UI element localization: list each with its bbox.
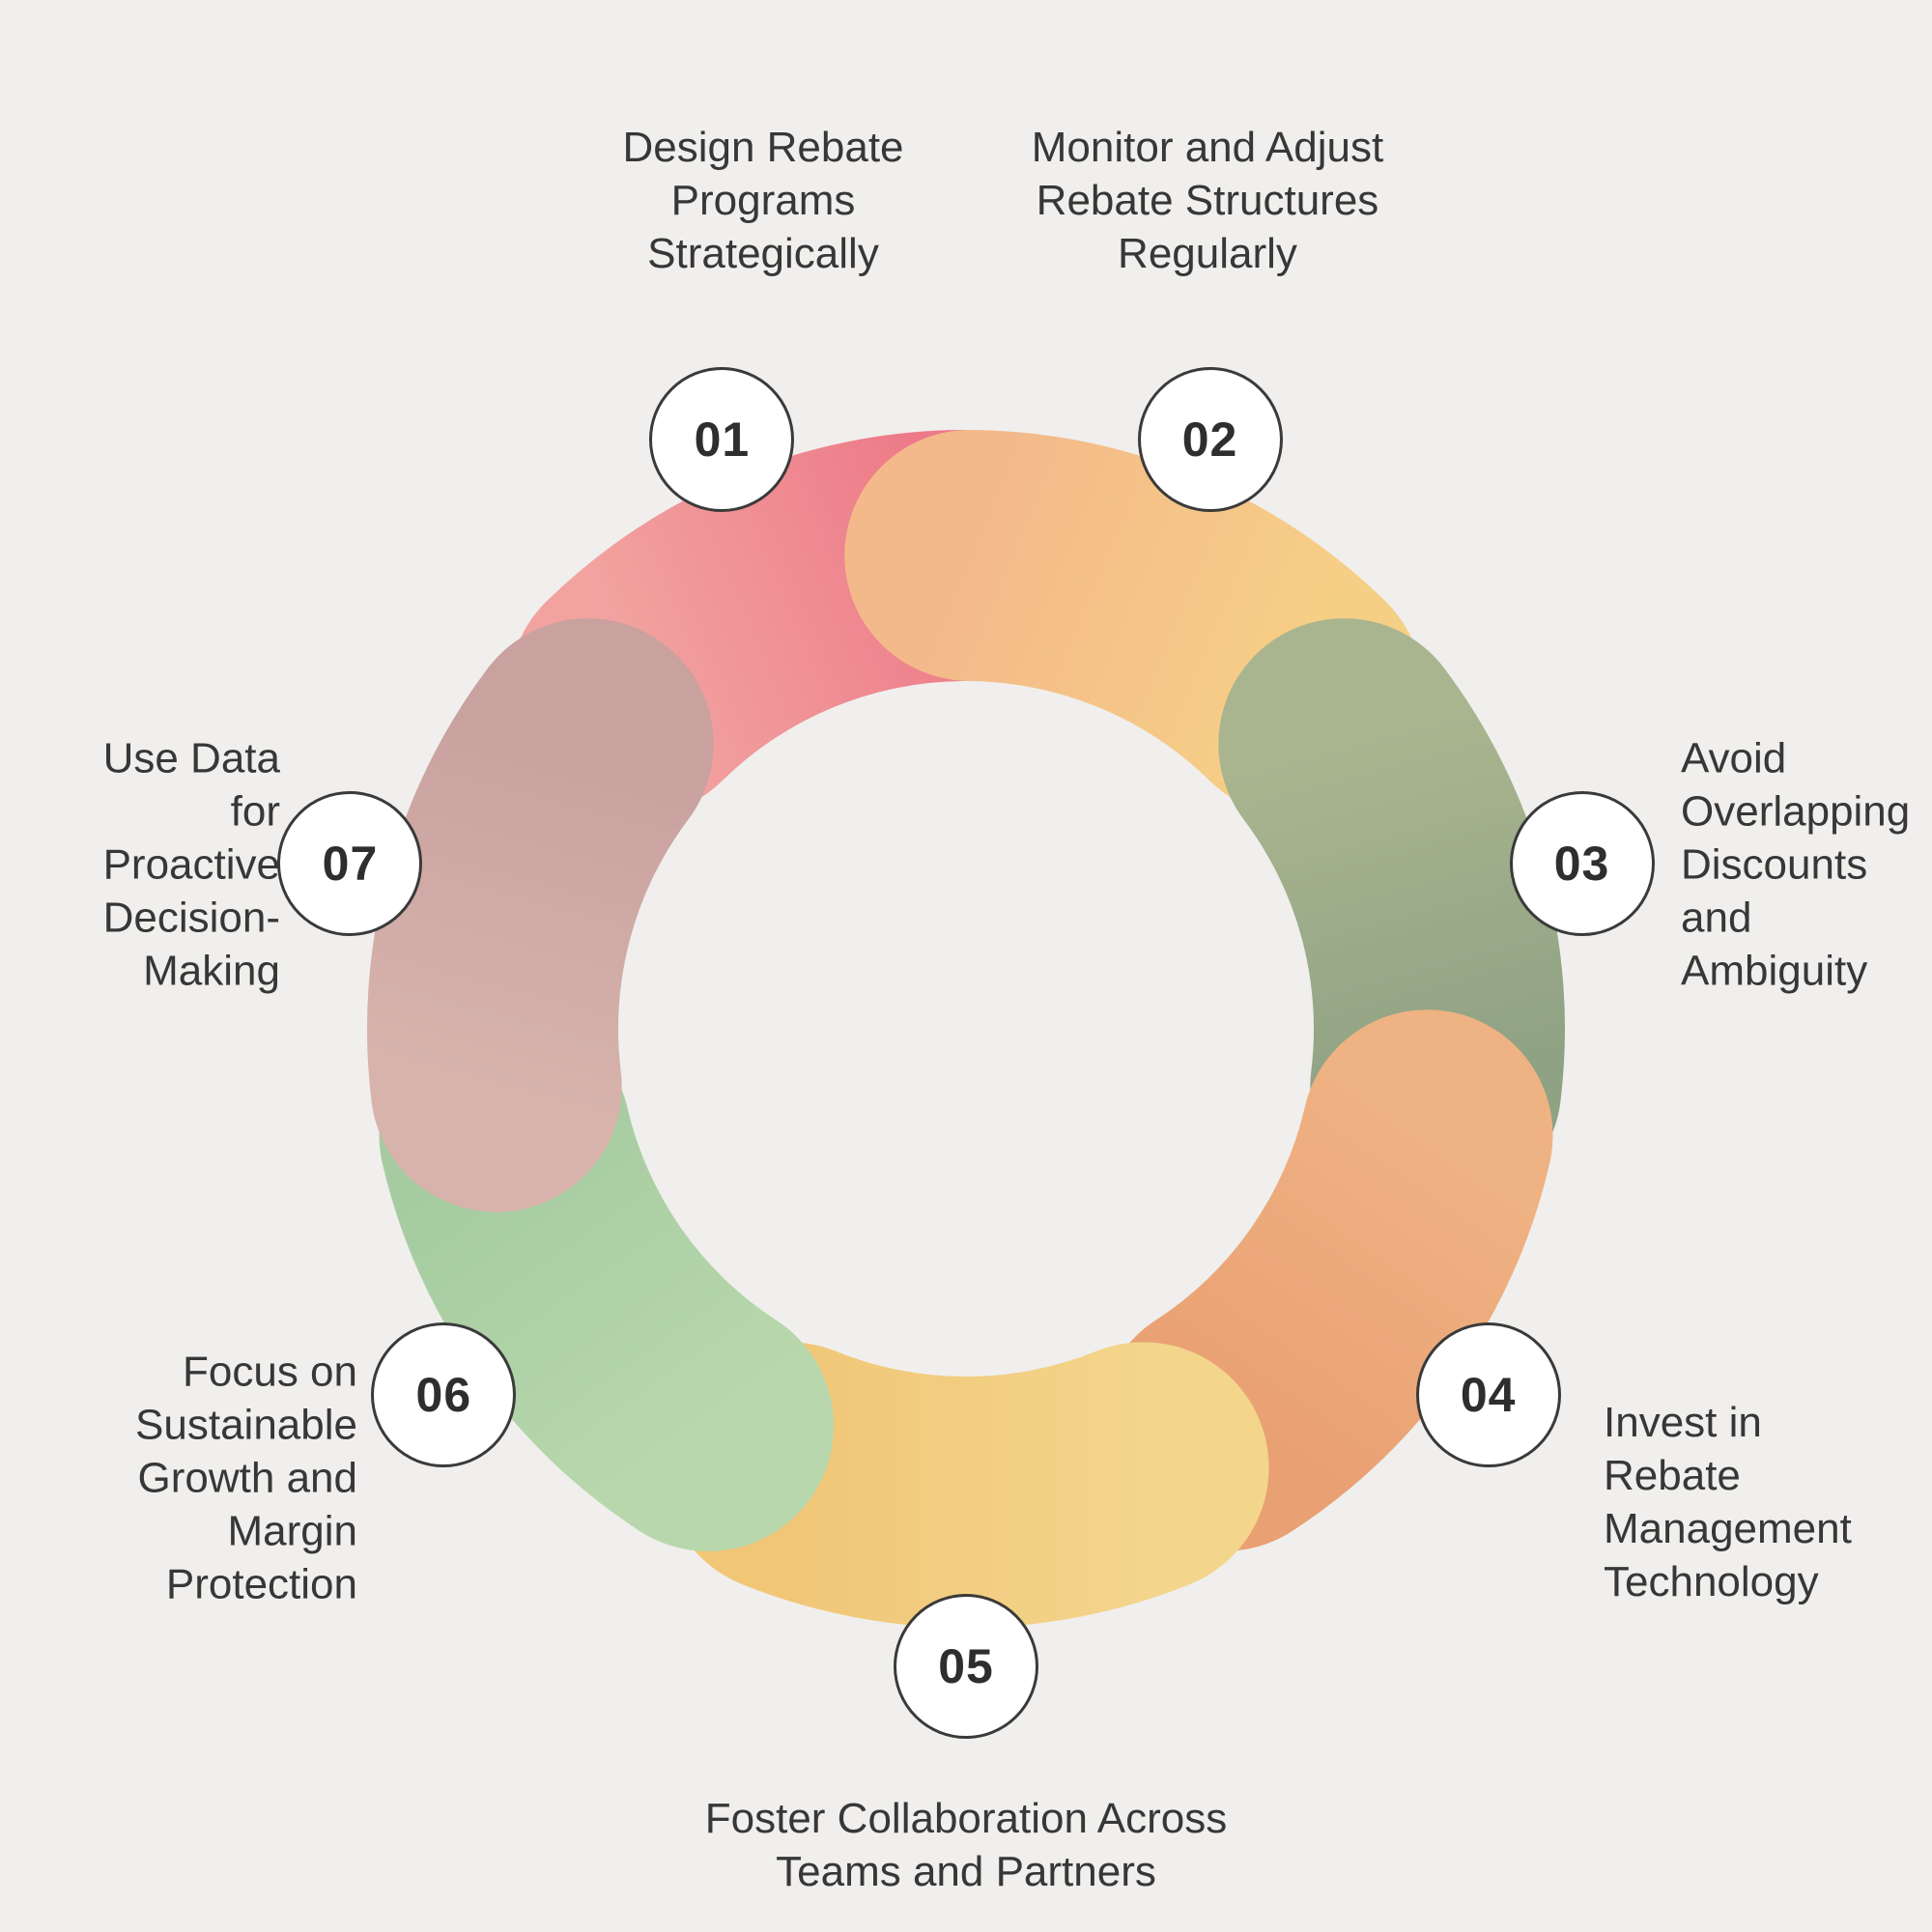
step-badge-04: 04 [1416,1322,1561,1467]
step-label-06: Focus on Sustainable Growth and Margin P… [135,1346,357,1611]
step-label-07: Use Data for Proactive Decision- Making [103,732,280,998]
step-label-01: Design Rebate Programs Strategically [622,121,903,280]
step-badge-02: 02 [1138,367,1283,512]
step-number: 02 [1182,412,1238,468]
step-label-05: Foster Collaboration Across Teams and Pa… [705,1792,1227,1898]
step-badge-07: 07 [277,791,422,936]
step-number: 05 [938,1638,994,1694]
step-badge-06: 06 [371,1322,516,1467]
step-badge-03: 03 [1510,791,1655,936]
step-number: 04 [1461,1367,1517,1423]
step-badge-05: 05 [894,1594,1038,1739]
step-number: 07 [323,836,379,892]
step-number: 06 [416,1367,472,1423]
step-label-04: Invest in Rebate Management Technology [1604,1396,1852,1608]
step-number: 01 [695,412,751,468]
ring-segment-07 [367,618,714,1212]
step-badge-01: 01 [649,367,794,512]
diagram-stage: 01 02 03 04 05 06 07 Design Rebate Programs St… [0,0,1932,1932]
step-label-02: Monitor and Adjust Rebate Structures Reg… [1032,121,1383,280]
step-label-03: Avoid Overlapping Discounts and Ambiguit… [1681,732,1910,998]
step-number: 03 [1554,836,1610,892]
